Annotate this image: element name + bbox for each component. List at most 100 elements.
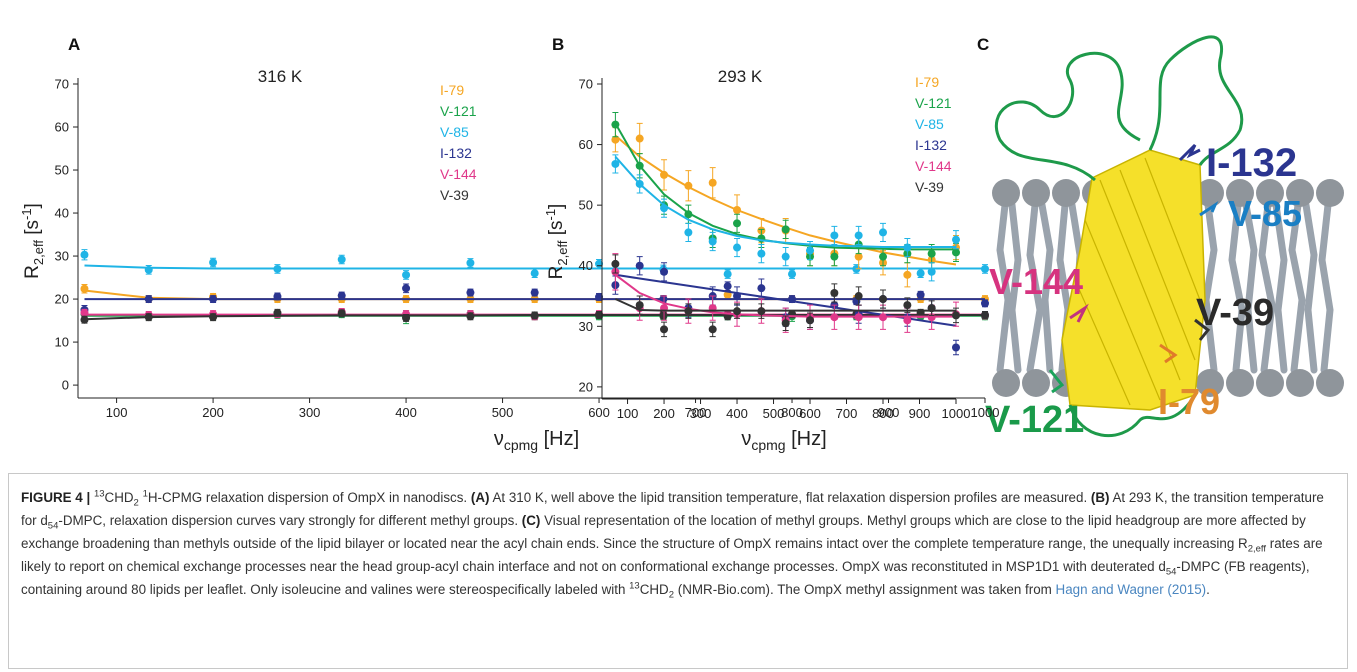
x-tick-label: 600 xyxy=(588,405,610,420)
caption-plain: H-CPMG relaxation dispersion of OmpX in … xyxy=(147,490,471,505)
figure: C I-132 V-85 V-144 V-39 V-121 I-79 A 0 10 20 30 40 5… xyxy=(19,35,1344,453)
strand xyxy=(1074,279,1131,406)
caption-sup: 13 xyxy=(93,488,105,500)
head xyxy=(1226,179,1254,207)
y-tick-label: 40 xyxy=(579,258,593,273)
tail xyxy=(1288,201,1306,374)
side-chain xyxy=(1048,369,1065,394)
data-point xyxy=(879,313,888,322)
data-point xyxy=(781,252,790,261)
data-point xyxy=(466,258,475,267)
y-tick-label: 60 xyxy=(579,137,593,152)
side-chains xyxy=(1048,143,1219,394)
head xyxy=(992,369,1020,397)
caption-sub: 2 xyxy=(133,497,139,509)
data-point xyxy=(757,249,766,258)
data-point xyxy=(903,301,912,310)
caption-plain: Visual representation of the location of… xyxy=(21,513,1306,551)
head xyxy=(1196,369,1224,397)
y-axis-label-part: 2,eff xyxy=(555,240,570,265)
data-point xyxy=(635,261,644,270)
data-point xyxy=(635,134,644,143)
tail xyxy=(1038,201,1054,374)
caption-plain: . xyxy=(1206,582,1210,597)
data-point xyxy=(611,259,620,268)
data-point xyxy=(80,315,89,324)
y-tick-label: 0 xyxy=(62,378,69,393)
y-axis-label: R2,eff [s-1] xyxy=(19,203,46,279)
data-point xyxy=(952,311,960,320)
side-chain xyxy=(1194,318,1211,341)
legend-entry: I-79 xyxy=(440,82,464,98)
tail xyxy=(1258,201,1276,374)
data-point xyxy=(723,270,732,279)
data-point xyxy=(854,313,863,322)
data-point xyxy=(830,231,839,240)
data-point xyxy=(879,295,888,304)
data-point xyxy=(879,228,888,237)
x-tick-label: 100 xyxy=(617,406,639,421)
y-tick-label: 20 xyxy=(55,292,69,307)
y-tick-label: 50 xyxy=(55,163,69,178)
data-point xyxy=(660,204,669,213)
data-point xyxy=(757,307,766,316)
caption-sup: 13 xyxy=(629,580,640,592)
data-point xyxy=(916,269,925,278)
caption-bold: (A) xyxy=(470,490,490,505)
data-point xyxy=(903,270,912,279)
y-axis-label-part: R xyxy=(22,265,43,279)
x-axis-label-part: cpmg xyxy=(504,437,538,453)
y-tick-label: 20 xyxy=(579,379,593,394)
data-point xyxy=(144,313,153,322)
loop xyxy=(1068,394,1197,437)
data-point xyxy=(684,210,693,219)
head-groups xyxy=(992,179,1344,397)
caption-sup: 1 xyxy=(142,488,148,500)
data-point xyxy=(402,270,411,279)
y-axis-label-part: [s xyxy=(546,220,567,240)
data-point xyxy=(80,308,89,317)
data-point xyxy=(733,206,742,214)
y-axis-label-part: -1 xyxy=(543,209,558,221)
x-tick-label: 1000 xyxy=(971,405,1000,420)
figure-caption: FIGURE 4 | 13CHD2 1H-CPMG relaxation dis… xyxy=(8,473,1348,669)
x-axis-label: νcpmg [Hz] xyxy=(741,428,826,453)
data-point xyxy=(660,170,669,179)
y-axis-label-part: [s xyxy=(22,220,43,240)
head xyxy=(1256,369,1284,397)
chart-title: 293 K xyxy=(718,67,763,86)
caption-bold: (C) xyxy=(521,513,541,528)
data-point xyxy=(708,178,717,187)
data-point xyxy=(530,288,539,297)
side-chain xyxy=(1159,343,1178,364)
residue-label: V-144 xyxy=(989,261,1083,302)
loop xyxy=(994,51,1141,182)
data-point xyxy=(830,252,839,261)
x-axis-label: νcpmg [Hz] xyxy=(494,428,579,453)
data-point xyxy=(337,255,346,264)
data-point xyxy=(927,267,936,276)
y-tick-label: 70 xyxy=(579,77,593,92)
head xyxy=(1196,179,1224,207)
data-point xyxy=(660,267,669,276)
data-point xyxy=(981,310,989,319)
data-point xyxy=(806,316,815,325)
data-point xyxy=(659,295,668,304)
caption-link[interactable]: Hagn and Wagner (2015) xyxy=(1055,582,1207,597)
y-axis-label-part: ] xyxy=(546,204,567,209)
head xyxy=(1286,179,1314,207)
head xyxy=(1286,369,1314,397)
head xyxy=(1226,369,1254,397)
data-point xyxy=(273,308,282,317)
structure-diagram: C I-132 V-85 V-144 V-39 V-121 I-79 xyxy=(977,35,1344,441)
data-point xyxy=(733,292,742,301)
x-tick-label: 400 xyxy=(726,406,748,421)
data-point xyxy=(927,304,936,313)
legend-entry: V-39 xyxy=(915,179,944,195)
data-point xyxy=(595,310,604,319)
legend-entry: I-132 xyxy=(915,137,947,153)
caption-bold: FIGURE 4 | xyxy=(21,490,94,505)
data-point xyxy=(466,312,475,321)
strand xyxy=(1099,179,1181,381)
